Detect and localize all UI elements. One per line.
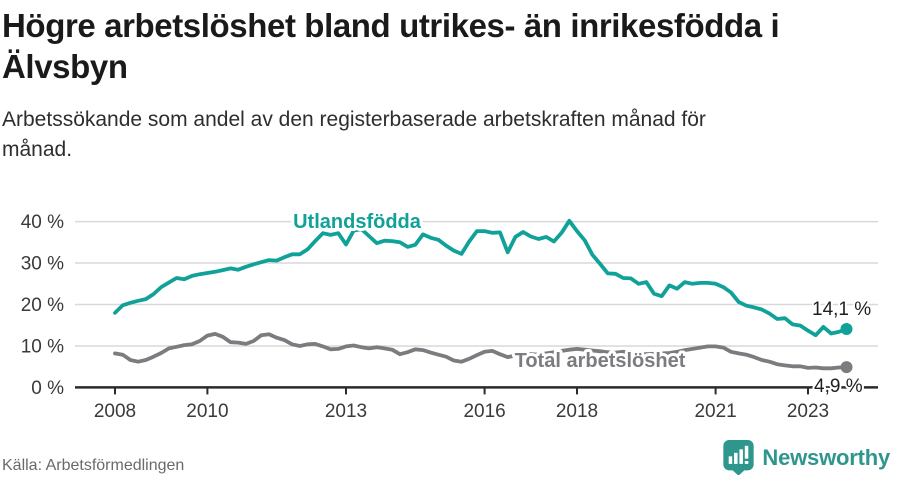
y-tick-label: 30 % — [21, 254, 64, 275]
chart-annotation: 14,1 % — [812, 299, 871, 320]
x-tick-label: 2010 — [186, 401, 228, 422]
chart-annotation: Total arbetslöshet — [515, 350, 686, 372]
chart-annotation: 4,9 % — [814, 376, 863, 397]
x-tick-label: 2023 — [787, 401, 829, 422]
x-tick-label: 2021 — [694, 401, 736, 422]
x-tick-label: 2013 — [325, 401, 367, 422]
x-tick-label: 2008 — [94, 401, 136, 422]
unemployment-line-chart: 0 % 10 % 20 % 30 % 40 % 2008 2010 2013 2016 2018 2… — [0, 191, 900, 426]
page-subtitle: Arbetssökande som andel av den registerb… — [2, 107, 706, 161]
x-tick-label: 2016 — [463, 401, 505, 422]
brand-name: Newsworthy — [762, 444, 890, 470]
newsworthy-brand-link[interactable]: Newsworthy — [723, 440, 890, 475]
source-text: Källa: Arbetsförmedlingen — [2, 457, 185, 474]
series-end-dot-0 — [840, 322, 853, 335]
newsworthy-logo-icon — [723, 440, 755, 475]
chart-annotation: Utlandsfödda — [293, 211, 422, 233]
x-tick-label: 2018 — [556, 401, 598, 422]
series-line-1 — [113, 331, 849, 371]
series-line-0 — [113, 218, 849, 338]
y-tick-label: 40 % — [21, 212, 64, 233]
y-tick-label: 10 % — [21, 336, 64, 357]
page-title: Högre arbetslöshet bland utrikes- än inr… — [2, 7, 780, 85]
y-tick-label: 0 % — [31, 378, 64, 399]
footer: Källa: Arbetsförmedlingen Newsworthy — [2, 440, 890, 475]
y-tick-label: 20 % — [21, 295, 64, 316]
series-end-dot-1 — [840, 361, 853, 374]
line-chart: 0 % 10 % 20 % 30 % 40 % 2008 2010 2013 2016 2018 2… — [21, 208, 878, 422]
